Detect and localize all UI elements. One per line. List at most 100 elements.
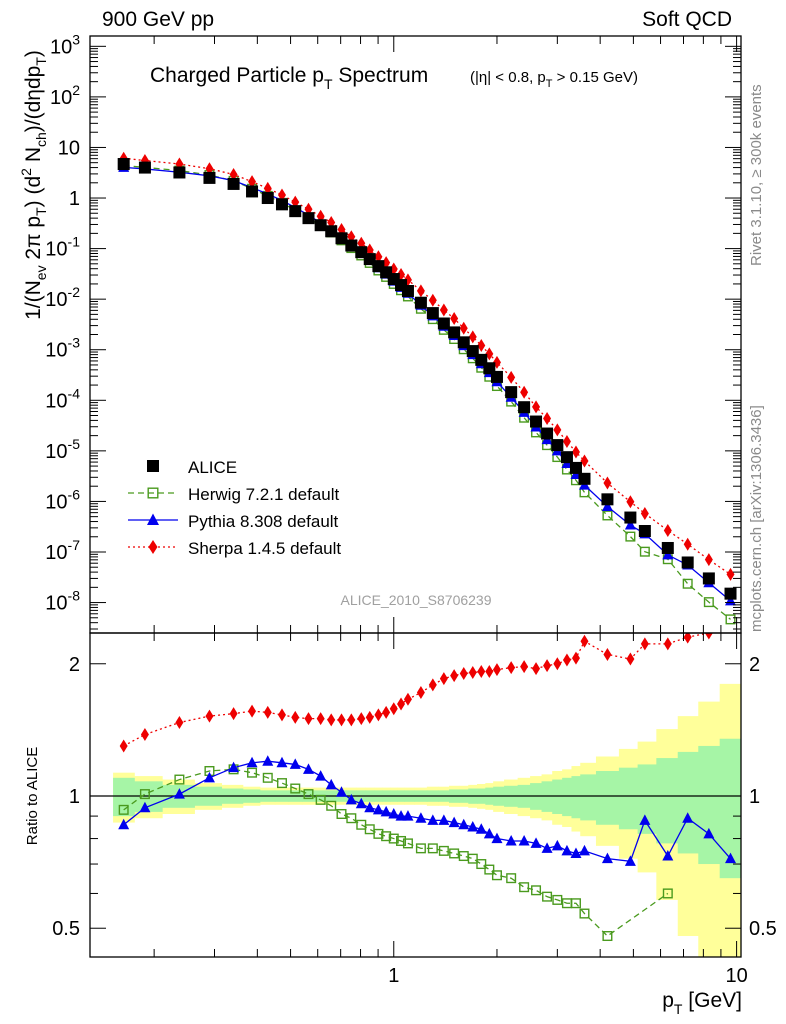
alice-data-point: [246, 185, 259, 198]
alice-data-point: [541, 427, 554, 440]
uncertainty-band-inner: [677, 751, 699, 854]
ratio-marker-herwig: [449, 848, 460, 859]
ratio-marker-sherpa: [663, 637, 672, 651]
ratio-marker-pythia: [551, 839, 563, 851]
alice-data-point: [275, 198, 288, 211]
ratio-marker-sherpa: [327, 713, 336, 727]
main-marker-sherpa: [248, 175, 257, 189]
header-left: 900 GeV pp: [102, 8, 215, 31]
uncertainty-band-inner: [541, 781, 553, 812]
alice-data-point: [505, 386, 518, 399]
ratio-marker-sherpa: [459, 667, 468, 681]
ratio-marker-herwig: [491, 870, 502, 881]
main-y-axis-title: 1/(Nev 2π pT) (d2 Nch)/(dηdpT): [18, 50, 49, 320]
alice-data-point: [530, 415, 543, 428]
ratio-marker-pythia: [262, 755, 274, 766]
ratio-marker-herwig: [402, 838, 413, 849]
ratio-marker-sherpa: [520, 660, 529, 674]
legend-label: Pythia 8.308 default: [188, 512, 339, 531]
ratio-marker-pythia: [570, 847, 582, 858]
ratio-marker-pythia: [682, 812, 694, 823]
uncertainty-band-inner: [580, 774, 597, 821]
ratio-marker-pythia: [380, 805, 392, 817]
x-axis-title: pT [GeV]: [662, 989, 742, 1017]
main-y-tick-label: 10-1: [45, 234, 80, 261]
ratio-marker-sherpa: [580, 634, 589, 648]
alice-data-point: [289, 205, 302, 218]
alice-data-point: [578, 472, 591, 485]
alice-data-point: [227, 177, 240, 190]
alice-data-point: [173, 166, 186, 179]
ratio-marker-pythia: [388, 807, 400, 819]
ratio-marker-sherpa: [492, 663, 501, 677]
ratio-marker-pythia: [458, 818, 470, 830]
main-marker-sherpa: [520, 385, 529, 399]
ratio-marker-herwig: [364, 824, 375, 835]
uncertainty-band-inner: [571, 776, 581, 819]
alice-data-point: [661, 541, 674, 554]
ratio-y-tick-label-right: 2: [749, 654, 760, 676]
alice-data-point: [325, 225, 338, 238]
ratio-marker-sherpa: [553, 657, 562, 671]
ratio-line-herwig: [123, 768, 669, 937]
ratio-marker-sherpa: [175, 716, 184, 730]
ratio-marker-sherpa: [229, 707, 238, 721]
ratio-marker-pythia: [118, 818, 130, 830]
ratio-marker-sherpa: [416, 686, 425, 700]
main-marker-sherpa: [603, 476, 612, 490]
ratio-marker-sherpa: [704, 633, 713, 640]
ratio-marker-sherpa: [277, 708, 286, 722]
ratio-marker-pythia: [289, 758, 301, 769]
ratio-marker-herwig: [388, 833, 399, 844]
main-marker-herwig: [625, 531, 636, 542]
main-marker-sherpa: [553, 423, 562, 437]
ratio-marker-pythia: [438, 814, 450, 825]
ratio-marker-pythia: [601, 852, 613, 864]
ratio-marker-pythia: [315, 770, 327, 781]
ratio-marker-sherpa: [640, 637, 649, 651]
uncertainty-band-inner: [719, 738, 741, 879]
main-marker-sherpa: [626, 495, 635, 509]
ratio-y-axis-title: Ratio to ALICE: [24, 747, 41, 845]
main-y-tick-label: 10-7: [45, 537, 80, 564]
alice-data-point: [638, 525, 651, 538]
alice-data-point: [302, 212, 315, 225]
main-y-tick-label: 10-5: [45, 436, 80, 463]
uncertainty-band-inner: [656, 758, 679, 844]
legend-marker: [147, 487, 159, 499]
alice-data-point: [624, 511, 637, 524]
analysis-watermark: ALICE_2010_S8706239: [340, 592, 491, 608]
ratio-marker-pythia: [541, 842, 553, 853]
ratio-marker-herwig: [542, 891, 553, 902]
chart-subtitle: (|η| < 0.8, pT > 0.15 GeV): [470, 69, 638, 90]
ratio-marker-pythia: [624, 855, 636, 866]
x-tick-label: 10: [725, 965, 747, 987]
main-marker-sherpa: [450, 312, 459, 326]
main-marker-sherpa: [571, 445, 580, 459]
ratio-marker-pythia: [355, 797, 367, 809]
alice-data-point: [437, 317, 450, 330]
ratio-marker-herwig: [315, 794, 326, 805]
ratio-marker-sherpa: [205, 709, 214, 723]
main-marker-sherpa: [562, 435, 571, 449]
ratio-marker-herwig: [373, 828, 384, 839]
alice-data-point: [426, 307, 439, 320]
main-marker-sherpa: [485, 347, 494, 361]
ratio-marker-pythia: [228, 761, 240, 773]
ratio-panel-content: [90, 633, 741, 957]
main-marker-sherpa: [263, 181, 272, 195]
main-marker-sherpa: [459, 321, 468, 335]
ratio-marker-pythia: [483, 827, 495, 839]
main-marker-sherpa: [374, 250, 383, 264]
alice-data-point: [401, 284, 414, 297]
ratio-marker-sherpa: [485, 665, 494, 679]
ratio-marker-herwig: [476, 859, 487, 870]
main-marker-pythia: [624, 519, 636, 530]
ratio-marker-sherpa: [357, 712, 366, 726]
main-marker-sherpa: [365, 243, 374, 257]
main-y-tick-label: 10: [58, 137, 80, 159]
ratio-y-tick-label-left: 2: [69, 654, 80, 676]
ratio-marker-herwig: [467, 853, 478, 864]
main-marker-herwig: [639, 546, 650, 557]
